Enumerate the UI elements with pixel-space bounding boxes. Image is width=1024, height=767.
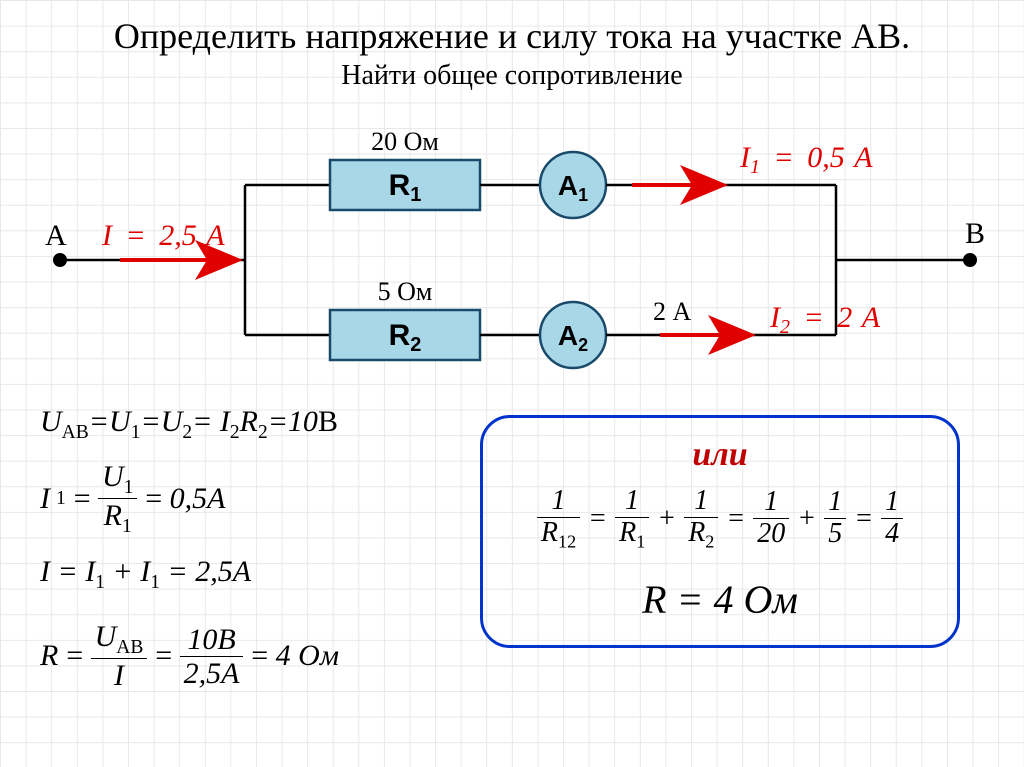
formula-i-total: I = I1 + I1 = 2,5А: [40, 555, 251, 594]
problem-title-line2: Найти общее сопротивление: [0, 60, 1024, 92]
alt-result: R = 4 Ом: [513, 576, 927, 623]
circuit-diagram: А В R1 20 Ом A1 R2 5 Ом A2 2 А I = 2,5 А…: [0, 95, 1024, 375]
formula-r: R = UАВI = 10В2,5А = 4 Ом: [40, 620, 339, 692]
node-b-label: В: [965, 217, 985, 250]
i1-label: I1 = 0,5 А: [739, 141, 873, 180]
r1-value: 20 Ом: [371, 127, 439, 156]
problem-title-line1: Определить напряжение и силу тока на уча…: [0, 15, 1024, 57]
a2-reading: 2 А: [653, 297, 692, 326]
alt-equation: 1R12 = 1R1 + 1R2 = 120 + 15 = 14: [513, 486, 927, 551]
formula-uab: UАВ=U1=U2= I2R2=10В: [40, 405, 338, 444]
alt-solution-box: или 1R12 = 1R1 + 1R2 = 120 + 15 = 14 R =…: [480, 415, 960, 648]
formula-i1: I1 = U1R1 = 0,5А: [40, 460, 226, 538]
i-main-label: I = 2,5 А: [101, 219, 225, 252]
alt-title: или: [513, 436, 927, 474]
r2-value: 5 Ом: [378, 277, 433, 306]
node-a-label: А: [45, 219, 67, 252]
